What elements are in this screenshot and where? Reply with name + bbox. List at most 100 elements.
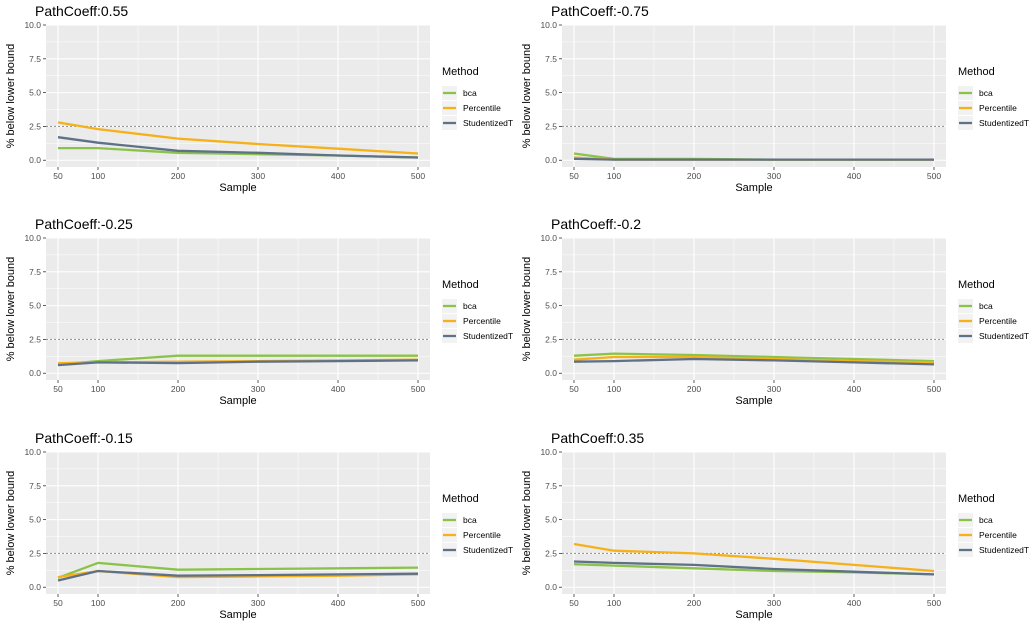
y-tick-label: 0.0: [29, 582, 41, 592]
y-axis-label: % below lower bound: [521, 257, 533, 362]
x-tick-label: 300: [251, 171, 265, 181]
x-tick-label: 400: [331, 171, 345, 181]
x-tick-label: 200: [687, 598, 701, 608]
y-tick-label: 10.0: [540, 20, 557, 30]
y-tick-label: 0.0: [29, 368, 41, 378]
y-tick-label: 0.0: [29, 155, 41, 165]
legend-title: Method: [958, 493, 995, 505]
chart-panel-4: PathCoeff:-0.2 0.0 2.5 5.0 7.5 10.0 50 100 200 30…: [521, 216, 1029, 407]
x-axis-label: Sample: [735, 609, 772, 621]
x-tick-label: 100: [91, 171, 105, 181]
x-tick-label: 100: [91, 384, 105, 394]
legend-label: StudentizedT: [979, 545, 1029, 555]
legend-label: StudentizedT: [463, 331, 513, 341]
chart-panel-3: PathCoeff:-0.25 0.0 2.5 5.0 7.5 10.0 50 100 200 3…: [5, 216, 513, 407]
y-axis-label: % below lower bound: [5, 44, 17, 149]
panel-background: [46, 452, 430, 594]
panel-title: PathCoeff:0.55: [35, 3, 128, 19]
y-tick-label: 2.5: [545, 548, 557, 558]
series-line-percentile: [573, 542, 935, 573]
x-tick-label: 200: [687, 171, 701, 181]
x-tick-label: 500: [411, 171, 425, 181]
x-tick-label: 400: [331, 598, 345, 608]
x-tick-label: 400: [847, 171, 861, 181]
y-tick-label: 7.5: [29, 54, 41, 64]
series-line-studentizedt: [573, 357, 935, 366]
y-tick-label: 2.5: [29, 121, 41, 131]
x-tick-label: 100: [607, 384, 621, 394]
panel-title: PathCoeff:-0.2: [551, 216, 641, 232]
x-tick-label: 500: [927, 598, 941, 608]
x-tick-label: 200: [687, 384, 701, 394]
legend-title: Method: [958, 279, 995, 291]
y-tick-label: 5.0: [29, 301, 41, 311]
legend-label: Percentile: [979, 316, 1017, 326]
legend-title: Method: [442, 493, 479, 505]
series-line-studentizedt: [57, 569, 419, 582]
y-tick-label: 0.0: [545, 368, 557, 378]
y-axis-label: % below lower bound: [5, 471, 17, 576]
y-tick-label: 7.5: [545, 481, 557, 491]
series-line-studentizedt: [57, 136, 419, 159]
y-tick-label: 5.0: [29, 88, 41, 98]
y-tick-label: 7.5: [29, 481, 41, 491]
x-tick-label: 300: [767, 171, 781, 181]
x-tick-label: 500: [411, 598, 425, 608]
series-line-bca: [573, 352, 935, 363]
x-tick-label: 400: [847, 598, 861, 608]
y-tick-label: 10.0: [24, 233, 41, 243]
y-tick-label: 2.5: [545, 334, 557, 344]
x-tick-label: 50: [53, 598, 63, 608]
series-line-bca: [57, 561, 419, 579]
legend-label: Percentile: [463, 103, 501, 113]
y-tick-label: 2.5: [29, 334, 41, 344]
x-tick-label: 50: [53, 171, 63, 181]
legend-title: Method: [442, 66, 479, 78]
legend-label: bca: [979, 301, 993, 311]
panel-title: PathCoeff:-0.75: [551, 3, 649, 19]
x-tick-label: 200: [171, 171, 185, 181]
x-tick-label: 50: [569, 171, 579, 181]
y-tick-label: 7.5: [29, 267, 41, 277]
x-tick-label: 100: [91, 598, 105, 608]
y-tick-label: 10.0: [540, 233, 557, 243]
x-axis-label: Sample: [735, 395, 772, 407]
legend-label: Percentile: [979, 103, 1017, 113]
x-tick-label: 100: [607, 171, 621, 181]
x-tick-label: 50: [53, 384, 63, 394]
x-tick-label: 500: [927, 171, 941, 181]
x-axis-label: Sample: [219, 395, 256, 407]
y-axis-label: % below lower bound: [5, 257, 17, 362]
x-tick-label: 400: [847, 384, 861, 394]
y-tick-label: 5.0: [29, 515, 41, 525]
legend-title: Method: [958, 66, 995, 78]
panel-title: PathCoeff:0.35: [551, 430, 644, 446]
legend-label: bca: [463, 515, 477, 525]
series-line-percentile: [57, 121, 419, 155]
y-tick-label: 2.5: [545, 121, 557, 131]
legend-label: Percentile: [463, 530, 501, 540]
y-tick-label: 0.0: [545, 582, 557, 592]
y-tick-label: 10.0: [24, 20, 41, 30]
series-line-studentizedt: [573, 157, 934, 161]
x-tick-label: 200: [171, 598, 185, 608]
x-axis-label: Sample: [735, 182, 772, 194]
x-tick-label: 500: [411, 384, 425, 394]
series-line-percentile: [573, 355, 935, 364]
legend-label: Percentile: [463, 316, 501, 326]
legend-label: StudentizedT: [979, 118, 1029, 128]
legend-label: bca: [463, 88, 477, 98]
y-axis-label: % below lower bound: [521, 471, 533, 576]
chart-panel-2: PathCoeff:-0.75 0.0 2.5 5.0 7.5 10.0 50 100 200 3…: [521, 3, 1029, 194]
x-tick-label: 300: [251, 384, 265, 394]
legend-title: Method: [442, 279, 479, 291]
y-tick-label: 5.0: [545, 515, 557, 525]
y-tick-label: 2.5: [29, 548, 41, 558]
y-tick-label: 7.5: [545, 267, 557, 277]
chart-panel-6: PathCoeff:0.35 0.0 2.5 5.0 7.5 10.0 50 100 200 30…: [521, 430, 1029, 621]
x-axis-label: Sample: [219, 609, 256, 621]
panel-background: [46, 238, 430, 380]
panel-background: [562, 25, 946, 167]
panel-background: [46, 25, 430, 167]
